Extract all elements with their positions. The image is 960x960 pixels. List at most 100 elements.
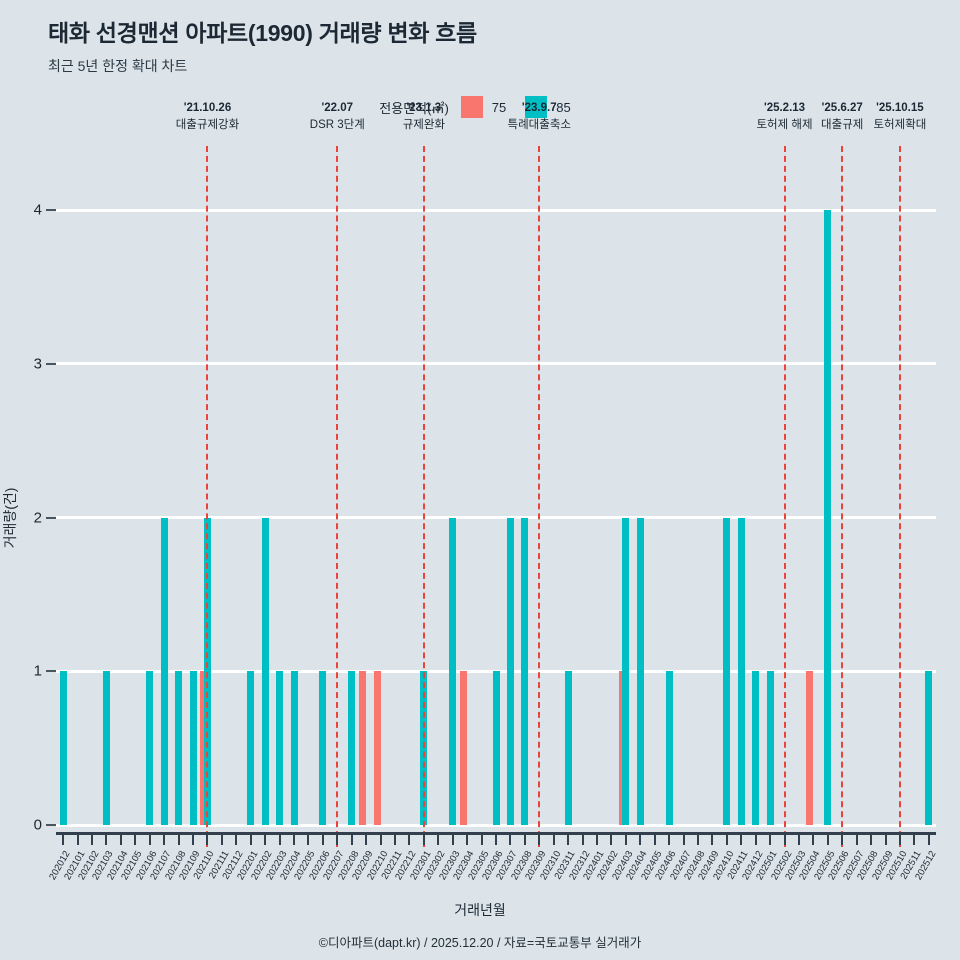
bar: [506, 517, 514, 825]
x-tick-mark: [538, 832, 541, 845]
gridline-3: [56, 362, 936, 366]
x-tick-mark: [148, 832, 151, 845]
bar: [460, 671, 468, 825]
x-tick-mark: [740, 832, 743, 845]
bar: [160, 517, 168, 825]
bar: [665, 671, 673, 825]
event-label: '25.6.27 대출규제: [821, 100, 863, 134]
y-tick-mark-2: [46, 516, 56, 519]
x-tick-mark: [653, 832, 656, 845]
x-tick-mark: [639, 832, 642, 845]
event-text: 규제완화: [402, 119, 446, 131]
bar: [766, 671, 774, 825]
x-tick-mark: [870, 832, 873, 845]
x-tick-mark: [855, 832, 858, 845]
x-tick-mark: [841, 832, 844, 845]
x-tick-mark: [797, 832, 800, 845]
x-tick-mark: [91, 832, 94, 845]
bar: [175, 671, 183, 825]
x-tick-mark: [321, 832, 324, 845]
y-axis-title: 거래량(건): [2, 487, 18, 548]
x-tick-mark: [408, 832, 411, 845]
event-label: '23.9.7 특례대출축소: [508, 100, 571, 134]
bar: [521, 517, 529, 825]
gridline-0: [56, 823, 936, 827]
bar: [189, 671, 197, 825]
bar: [102, 671, 110, 825]
chart-header: 태화 선경맨션 아파트(1990) 거래량 변화 흐름 최근 5년 한정 확대 …: [48, 14, 477, 76]
x-tick-mark: [783, 832, 786, 845]
bar: [564, 671, 572, 825]
y-tick-mark-3: [46, 362, 56, 365]
x-tick-mark: [220, 832, 223, 845]
y-tick-label-4: 4: [33, 201, 42, 219]
x-tick-mark: [192, 832, 195, 845]
x-tick-mark: [350, 832, 353, 845]
event-line: [783, 146, 786, 847]
x-tick-mark: [668, 832, 671, 845]
event-date: '22.07: [321, 102, 354, 114]
x-tick-mark: [451, 832, 454, 845]
gridline-2: [56, 516, 936, 519]
x-tick-mark: [624, 832, 627, 845]
bar: [146, 671, 154, 825]
x-tick-mark: [119, 832, 122, 845]
x-tick-mark: [134, 832, 137, 845]
bar: [276, 671, 284, 825]
x-tick-mark: [552, 832, 555, 845]
x-tick-mark: [523, 832, 526, 845]
x-tick-mark: [769, 832, 772, 845]
bar: [622, 517, 630, 825]
x-tick-mark: [913, 832, 916, 845]
bar: [824, 210, 832, 825]
footer-credit: ©디아파트(dapt.kr) / 2025.12.20 / 자료=국토교통부 실…: [318, 936, 642, 950]
x-tick-mark: [898, 832, 901, 845]
y-tick-label-0: 0: [33, 816, 42, 834]
event-text: DSR 3단계: [309, 119, 365, 131]
event-line: [206, 146, 209, 847]
x-tick-mark: [927, 832, 930, 845]
event-text: 대출규제: [821, 119, 864, 131]
x-tick-mark: [264, 832, 267, 845]
x-tick-mark: [235, 832, 238, 845]
bar: [373, 671, 381, 825]
bar: [359, 671, 367, 825]
legend-label-75: 75: [491, 99, 507, 115]
event-label: '23.1.3 규제완화: [403, 100, 445, 134]
legend-title: 전용면적(㎡): [379, 100, 449, 116]
plot-area: 거래량(건) 0 1 2 3 4 '21.10.26 대출규제강화 '22.07 DSR 3단계…: [2, 102, 936, 847]
bar: [806, 671, 814, 825]
x-tick-mark: [581, 832, 584, 845]
x-tick-mark: [495, 832, 497, 845]
x-tick-mark: [394, 832, 397, 845]
x-tick-mark: [76, 832, 79, 845]
x-tick-mark: [696, 832, 699, 845]
event-date: '23.9.7: [521, 102, 557, 114]
y-tick-label-3: 3: [33, 355, 42, 373]
legend-swatch-85: [525, 96, 548, 118]
x-tick-mark: [754, 832, 757, 845]
x-tick-mark: [682, 832, 685, 845]
y-tick-mark-4: [46, 209, 56, 211]
bar: [492, 671, 500, 825]
x-tick-mark: [812, 832, 815, 845]
event-line: [538, 146, 541, 847]
event-label: '25.2.13 토허제 해제: [756, 100, 812, 134]
y-tick-mark-0: [46, 824, 56, 826]
y-tick-mark-1: [46, 670, 56, 673]
bar: [752, 671, 760, 825]
event-label: '25.10.15 토허제확대: [873, 100, 926, 134]
bar: [449, 517, 457, 825]
bar: [723, 517, 731, 825]
x-tick-mark: [466, 832, 469, 845]
event-date: '25.2.13: [763, 102, 806, 114]
x-axis-title: 거래년월: [454, 902, 506, 918]
event-date: '21.10.26: [183, 102, 232, 114]
event-date: '25.6.27: [821, 102, 863, 114]
x-tick-mark: [177, 832, 180, 845]
bar: [247, 671, 255, 825]
x-tick-mark: [725, 832, 728, 845]
event-date: '23.1.3: [406, 102, 442, 114]
x-tick-mark: [307, 832, 310, 845]
event-line: [336, 146, 339, 847]
